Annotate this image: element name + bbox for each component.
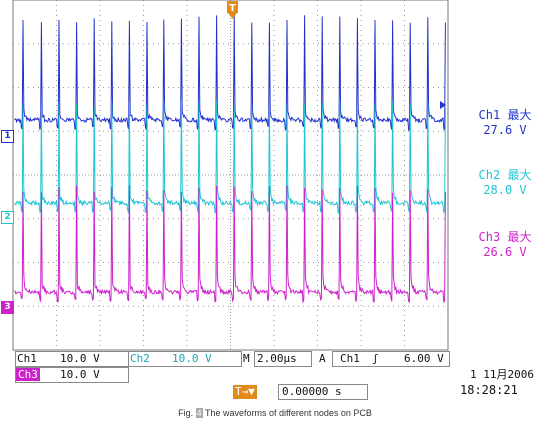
graticule-border xyxy=(12,0,449,351)
ch1-waveform xyxy=(14,15,446,132)
ch2-max-value: 28.0 V xyxy=(483,183,527,197)
ch1-scale-label: Ch1 xyxy=(17,352,37,365)
ch3-scale-label: Ch3 xyxy=(16,368,40,381)
trigger-position-box xyxy=(278,384,368,400)
ch1-scale-value: 10.0 V xyxy=(60,352,100,365)
ch3-scale-box xyxy=(15,367,129,383)
trigger-box xyxy=(332,351,450,367)
trigger-mode-label: A xyxy=(319,352,326,365)
timebase-label: M xyxy=(243,352,250,365)
ch2-waveform xyxy=(14,100,446,215)
ch2-max-label: Ch2 最大 xyxy=(478,168,532,182)
trigger-level-arrow xyxy=(440,101,446,109)
trigger-level: 6.00 V xyxy=(404,352,444,365)
trigger-marker-label: T xyxy=(229,3,236,14)
ch2-scale-box xyxy=(128,351,242,367)
trigger-slope-icon: ʃ xyxy=(372,352,379,365)
trigger-position-icon: T→▼ xyxy=(233,385,257,399)
date-readout: 1 11月2006 xyxy=(470,368,534,381)
trigger-source: Ch1 xyxy=(340,352,360,365)
ch3-waveform xyxy=(14,185,446,304)
ch2-ground-marker: 2 xyxy=(1,211,14,224)
time-readout: 18:28:21 xyxy=(460,383,518,397)
ch1-max-value: 27.6 V xyxy=(483,123,527,137)
ch2-scale-value: 10.0 V xyxy=(172,352,212,365)
ch1-ground-marker: 1 xyxy=(1,130,14,143)
ch3-max-value: 26.6 V xyxy=(483,245,527,259)
timebase-value: 2.00μs xyxy=(257,352,297,365)
caption-number: 4 xyxy=(195,408,203,418)
caption-text: The waveforms of different nodes on PCB xyxy=(202,408,372,418)
caption-prefix: Fig. xyxy=(178,408,196,418)
trigger-position-value: 0.00000 s xyxy=(282,385,342,398)
timebase-box xyxy=(254,351,312,367)
ch3-scale-value: 10.0 V xyxy=(60,368,100,381)
ch1-max-label: Ch1 最大 xyxy=(478,108,532,122)
graticule-grid xyxy=(13,0,448,350)
ch3-ground-marker: 3 xyxy=(1,301,14,314)
ch2-scale-label: Ch2 xyxy=(130,352,150,365)
ch3-max-label: Ch3 最大 xyxy=(478,230,532,244)
trigger-position-marker: T xyxy=(227,1,238,19)
waveform-traces xyxy=(14,15,446,304)
figure-caption: Fig. 4 The waveforms of different nodes … xyxy=(0,408,550,418)
